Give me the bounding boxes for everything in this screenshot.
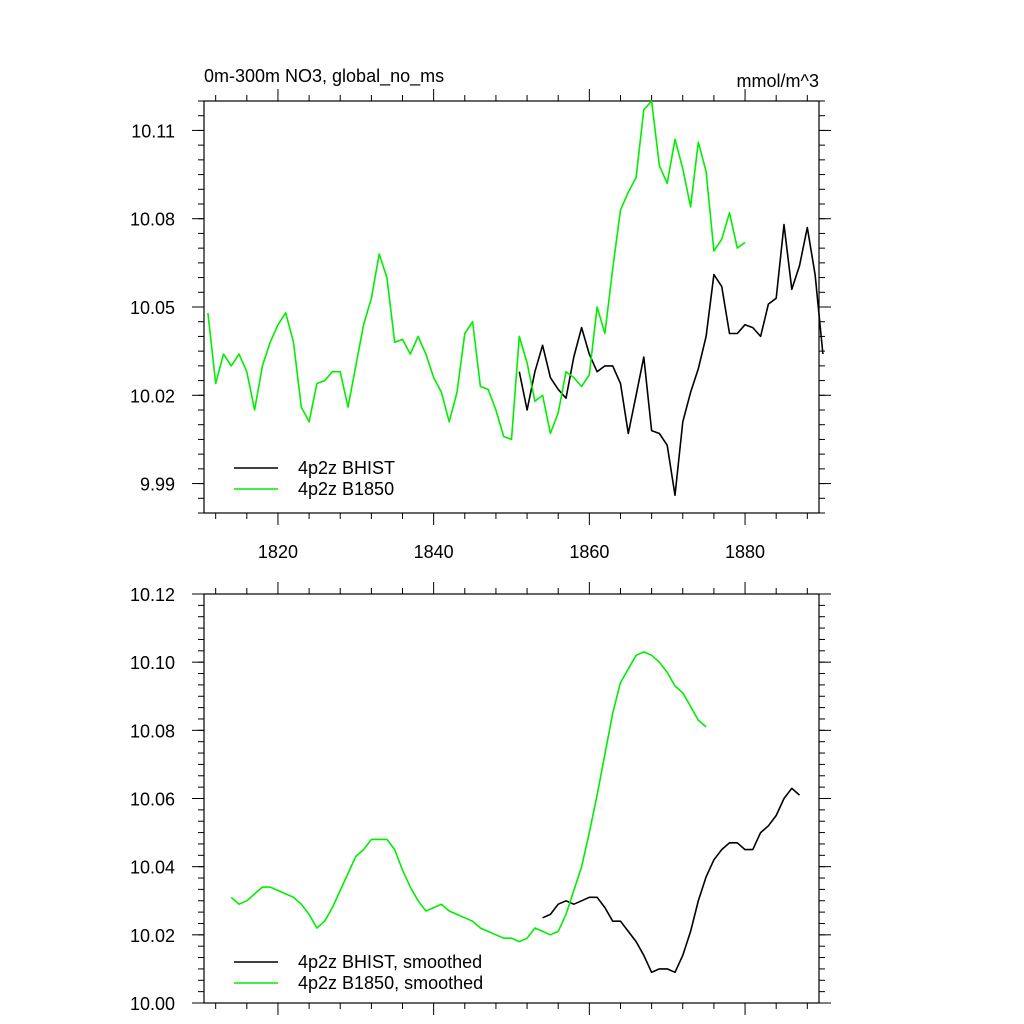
plot-frame [203, 100, 820, 514]
y-tick-label: 10.11 [131, 121, 175, 141]
series-line-4p2z-bhist [518, 223, 824, 497]
top-chart-panel: 9.99 10.02 10.05 10.08 10.11 1820 1840 1860 1880… [130, 66, 831, 562]
units-label: mmol/m^3 [737, 71, 819, 91]
x-tick-label: 1820 [258, 542, 298, 562]
y-tick-label: 10.05 [130, 298, 175, 318]
y-tick-label: 10.02 [130, 926, 175, 946]
y-tick-label: 10.08 [130, 210, 175, 230]
y-tick-label: 10.04 [130, 858, 175, 878]
series-line-4p2z-b1850-smoothed [230, 651, 707, 943]
x-tick-label: 1880 [725, 542, 765, 562]
series-line-4p2z-bhist-smoothed [542, 787, 801, 974]
y-tick-label: 10.02 [130, 386, 175, 406]
y-tick-label: 10.06 [130, 790, 175, 810]
y-tick-label: 9.99 [140, 475, 175, 495]
x-tick-label: 1840 [414, 542, 454, 562]
legend-label: 4p2z BHIST, smoothed [298, 952, 482, 972]
bottom-chart-panel: 10.00 10.02 10.04 10.06 10.08 10.10 10.12 4p2z … [130, 582, 831, 1015]
y-tick-label: 10.08 [130, 721, 175, 741]
chart-title: 0m-300m NO3, global_no_ms [204, 66, 444, 87]
legend-label: 4p2z B1850, smoothed [298, 973, 483, 993]
plot-frame [203, 593, 820, 1004]
y-tick-label: 10.00 [130, 994, 175, 1014]
legend-label: 4p2z BHIST [298, 458, 395, 478]
legend-label: 4p2z B1850 [298, 479, 394, 499]
y-tick-label: 10.10 [130, 653, 175, 673]
y-tick-label: 10.12 [130, 585, 175, 605]
x-tick-label: 1860 [569, 542, 609, 562]
series-line-4p2z-b1850 [207, 100, 746, 441]
